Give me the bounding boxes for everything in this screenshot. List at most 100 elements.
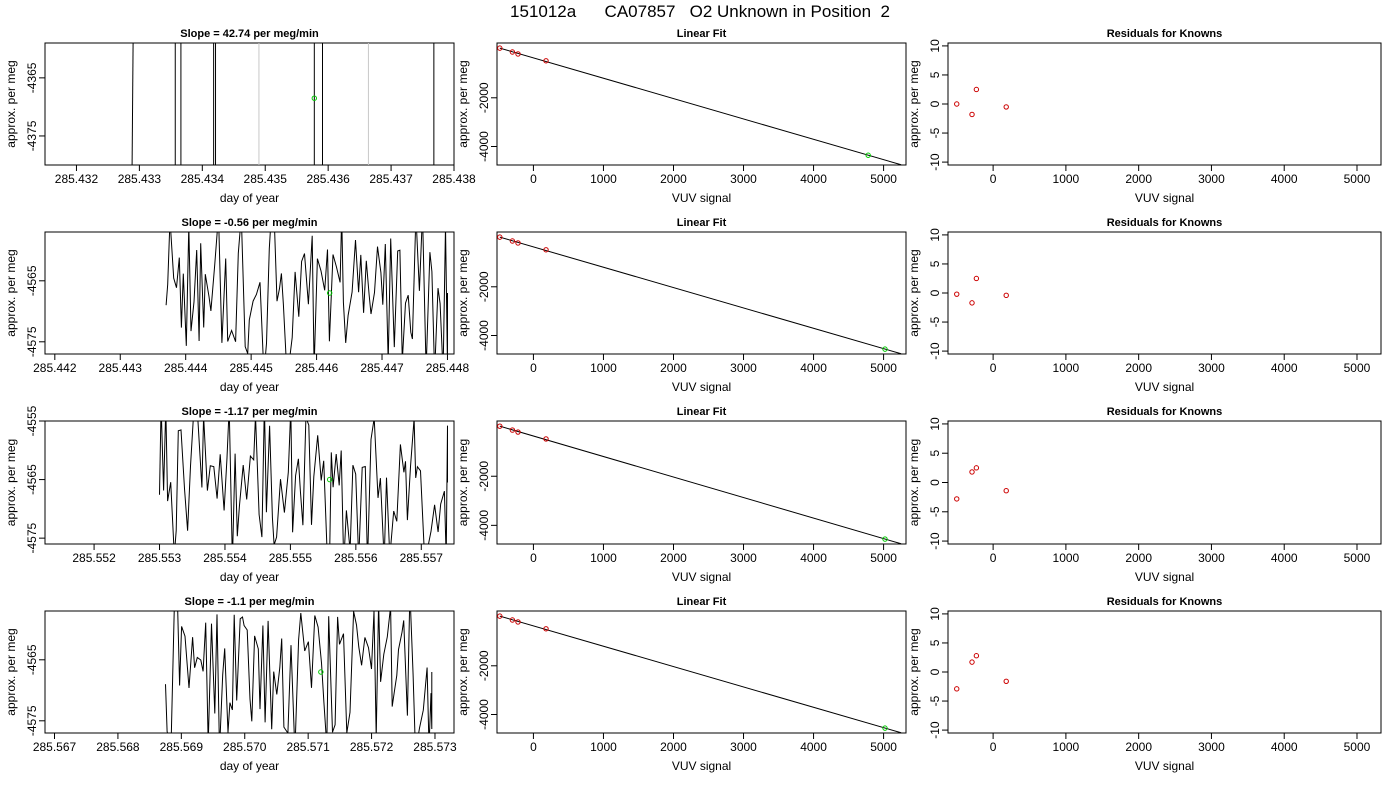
x-tick-label: 285.434	[181, 172, 225, 186]
x-tick-label: 4000	[1271, 361, 1298, 375]
x-axis-label: day of year	[220, 570, 279, 584]
residual-point	[969, 469, 975, 475]
residual-point	[969, 300, 975, 306]
plot-frame	[947, 231, 1382, 355]
chart-title: Slope = -0.56 per meg/min	[181, 217, 317, 229]
x-tick-label: 2000	[660, 740, 687, 754]
unknown-point	[882, 536, 888, 542]
unknown-point	[326, 290, 333, 296]
y-axis-label: approx. per meg	[456, 60, 470, 147]
y-tick-label: -10	[928, 342, 942, 360]
x-tick-label: 2000	[1125, 551, 1152, 565]
x-tick-label: 285.437	[369, 172, 413, 186]
x-tick-label: 5000	[1344, 740, 1371, 754]
y-axis-label: approx. per meg	[456, 439, 470, 526]
y-tick-label: -4575	[25, 326, 39, 357]
x-tick-label: 2000	[660, 361, 687, 375]
panel-3-1: Slope = -1.17 per meg/min 285.552 285.553 2…	[4, 405, 455, 584]
x-tick-label: 5000	[1344, 551, 1371, 565]
chart-title: Linear Fit	[677, 28, 727, 40]
x-tick-label: 1000	[590, 740, 617, 754]
residual-point	[954, 101, 960, 107]
y-tick-label: -5	[928, 695, 942, 706]
x-tick-label: 4000	[800, 551, 827, 565]
residual-point	[973, 86, 980, 93]
x-tick-label: 4000	[1271, 551, 1298, 565]
plot-area	[165, 232, 448, 354]
x-tick-label: 2000	[1125, 740, 1152, 754]
x-axis-label: VUV signal	[672, 570, 731, 584]
x-tick-label: 3000	[730, 361, 757, 375]
x-tick-label: 1000	[1053, 551, 1080, 565]
y-tick-label: -5	[928, 506, 942, 517]
x-tick-label: 3000	[1198, 740, 1225, 754]
known-point	[515, 240, 521, 246]
signal-trace	[165, 232, 448, 354]
x-tick-label: 285.555	[269, 551, 313, 565]
x-axis-label: VUV signal	[1135, 191, 1194, 205]
plot-area	[165, 611, 433, 733]
y-tick-label: 0	[928, 668, 942, 675]
fit-line	[499, 615, 902, 733]
x-tick-label: 285.436	[306, 172, 350, 186]
y-tick-label: -4555	[25, 405, 39, 436]
plot-area	[497, 613, 902, 733]
known-point	[497, 613, 503, 619]
x-tick-label: 285.572	[350, 740, 394, 754]
panel-1-2: Linear Fit 0 1000 2000 3000 4000 5000 -2000 -400…	[456, 28, 907, 205]
x-tick-label: 4000	[800, 172, 827, 186]
plot-area	[131, 43, 435, 165]
x-tick-label: 285.447	[360, 361, 404, 375]
y-tick-label: -2000	[477, 650, 491, 681]
y-axis-label: approx. per meg	[4, 439, 18, 526]
y-axis-label: approx. per meg	[907, 249, 921, 336]
x-tick-label: 0	[530, 551, 537, 565]
x-tick-label: 2000	[660, 551, 687, 565]
x-axis-label: VUV signal	[1135, 759, 1194, 773]
y-tick-label: -2000	[477, 82, 491, 113]
x-tick-label: 0	[990, 172, 997, 186]
y-tick-label: 0	[928, 289, 942, 296]
residual-point	[954, 291, 960, 297]
x-tick-label: 285.446	[295, 361, 339, 375]
plot-frame	[496, 42, 907, 166]
y-tick-label: -5	[928, 127, 942, 138]
residual-point	[969, 111, 975, 118]
y-tick-label: -5	[928, 316, 942, 327]
plot-area	[497, 45, 902, 165]
panel-2-2: Linear Fit 0 1000 2000 3000 4000 5000 -2000 -400…	[456, 217, 907, 394]
y-tick-label: 0	[928, 100, 942, 107]
x-tick-label: 285.570	[223, 740, 267, 754]
y-tick-label: 5	[928, 71, 942, 78]
chart-title: Linear Fit	[677, 406, 727, 418]
plot-frame	[44, 42, 455, 166]
x-tick-label: 285.567	[33, 740, 77, 754]
x-axis-label: day of year	[220, 380, 279, 394]
y-tick-label: -2000	[477, 461, 491, 492]
x-tick-label: 3000	[730, 740, 757, 754]
x-tick-label: 0	[990, 361, 997, 375]
y-axis-label: approx. per meg	[4, 60, 18, 147]
y-tick-label: -4000	[477, 699, 491, 730]
y-tick-label: 0	[928, 479, 942, 486]
known-point	[497, 45, 503, 51]
residual-point	[954, 496, 960, 502]
x-tick-label: 285.445	[229, 361, 273, 375]
known-point	[497, 423, 503, 429]
y-axis-label: approx. per meg	[456, 249, 470, 336]
known-point	[509, 427, 516, 433]
plot-area	[954, 653, 1009, 692]
y-tick-label: 10	[928, 607, 942, 621]
y-tick-label: -4365	[25, 62, 39, 93]
plot-frame	[44, 420, 455, 545]
x-tick-label: 1000	[590, 551, 617, 565]
plot-frame	[947, 42, 1382, 166]
x-tick-label: 285.552	[72, 551, 116, 565]
chart-title: Slope = -1.17 per meg/min	[181, 406, 317, 418]
known-point	[509, 617, 516, 623]
chart-title: Slope = 42.74 per meg/min	[180, 28, 319, 40]
signal-trace	[159, 421, 448, 544]
x-tick-label: 1000	[1053, 361, 1080, 375]
panel-2-1: Slope = -0.56 per meg/min 285.442 285.443 2…	[4, 217, 469, 394]
